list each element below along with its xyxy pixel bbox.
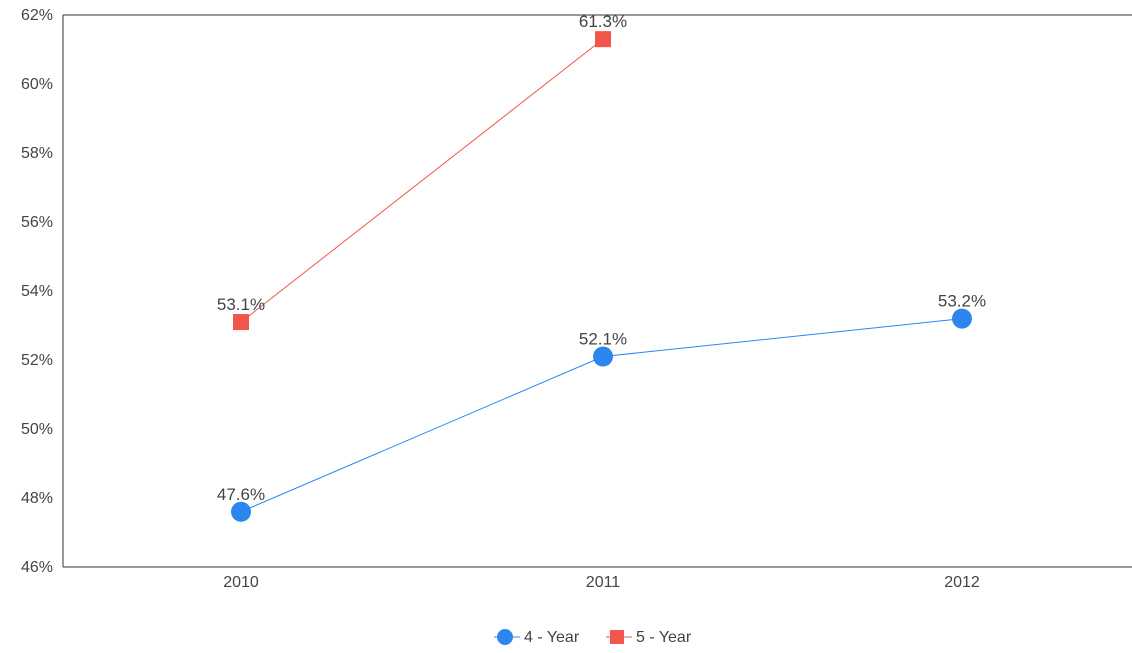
data-point (595, 31, 611, 48)
y-tick-label: 48% (21, 490, 53, 507)
y-tick-label: 50% (21, 421, 53, 438)
series-1: 47.6% 52.1% 53.2% (217, 292, 986, 522)
y-tick-label: 62% (21, 7, 53, 24)
data-label: 52.1% (579, 330, 627, 349)
y-tick-label: 46% (21, 559, 53, 576)
y-tick-label: 60% (21, 76, 53, 93)
legend-marker (610, 630, 624, 644)
y-tick-label: 52% (21, 352, 53, 369)
data-point (593, 346, 613, 367)
x-tick-label: 2011 (586, 574, 621, 591)
data-label: 53.2% (938, 292, 986, 311)
legend-item: 5 - Year (606, 629, 692, 646)
y-tick-labels: 46% 48% 50% 52% 54% 56% 58% 60% 62% (21, 7, 53, 576)
series-layer: 47.6% 52.1% 53.2% 53.1% 61.3% (217, 12, 986, 522)
x-tick-label: 2010 (223, 574, 259, 591)
series-line (240, 38, 604, 323)
legend-marker (497, 629, 513, 645)
legend: 4 - Year 5 - Year (494, 629, 692, 646)
series-2: 53.1% 61.3% (217, 12, 627, 331)
data-point (231, 501, 251, 522)
y-tick-label: 56% (21, 214, 53, 231)
legend-label: 4 - Year (524, 629, 580, 646)
data-label: 47.6% (217, 485, 265, 504)
legend-item: 4 - Year (494, 629, 580, 646)
y-tick-label: 54% (21, 283, 53, 300)
data-point (952, 308, 972, 329)
axes (62, 14, 1132, 568)
y-tick-label: 58% (21, 145, 53, 162)
x-tick-label: 2012 (944, 574, 980, 591)
data-point (233, 314, 249, 331)
data-label: 61.3% (579, 12, 627, 31)
data-label: 53.1% (217, 295, 265, 314)
legend-label: 5 - Year (636, 629, 692, 646)
x-tick-labels: 2010 2011 2012 (223, 574, 980, 591)
